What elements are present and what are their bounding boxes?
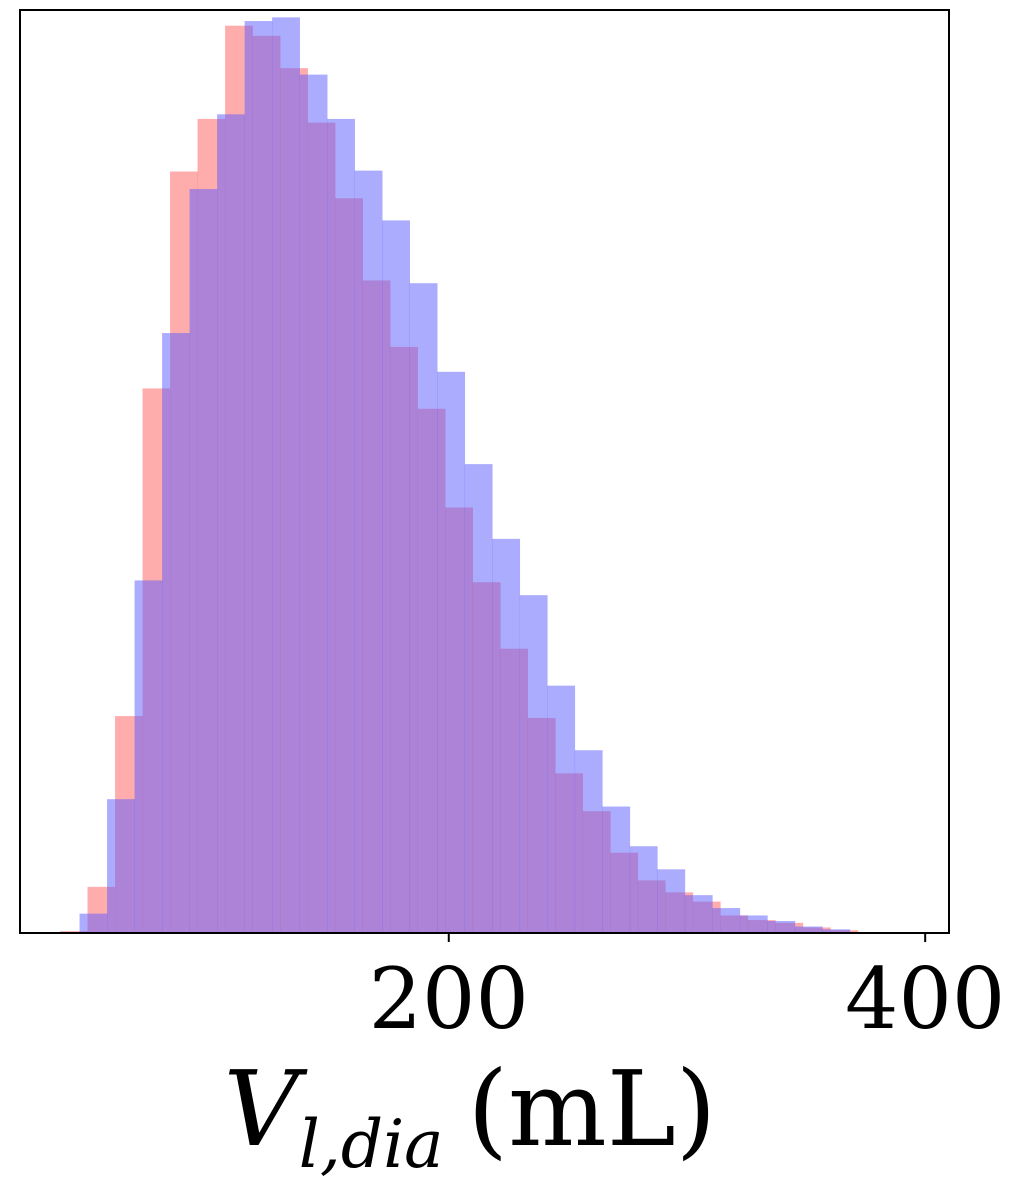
histogram-bar-series-2	[464, 464, 493, 933]
histogram-bar-series-2	[657, 869, 686, 933]
histogram-bar-series-2	[409, 283, 438, 933]
x-tick-label: 400	[845, 950, 1005, 1048]
x-axis-label: Vl,dia (mL)	[224, 1048, 717, 1183]
histogram-bar-series-2	[794, 926, 823, 933]
histogram-bar-series-2	[134, 580, 163, 933]
histogram-bar-series-2	[162, 333, 190, 933]
histogram-bar-series-2	[629, 846, 658, 933]
histogram-bar-series-2	[189, 189, 218, 933]
histogram-bar-series-2	[437, 371, 466, 933]
histogram-bar-series-2	[382, 220, 411, 934]
histogram-bar-series-2	[272, 17, 300, 934]
histogram-bar-series-2	[684, 895, 713, 933]
x-axis-ticks: 200 400	[369, 933, 1005, 1048]
plot-frame	[19, 9, 950, 934]
histogram-bar-series-2	[217, 114, 245, 933]
x-axis-label-unit: (mL)	[468, 1048, 717, 1170]
histogram-bar-series-2	[299, 74, 328, 934]
histogram-bar-series-2	[107, 799, 135, 933]
histogram-bar-series-2	[602, 806, 631, 933]
histogram-bar-series-2	[354, 170, 383, 934]
histogram-bar-series-2	[492, 538, 521, 933]
x-axis-label-symbol: V	[224, 1048, 308, 1170]
histogram-bar-series-2	[712, 908, 741, 933]
histogram-bar-series-2	[327, 118, 355, 933]
histogram-bar-series-2	[822, 929, 851, 933]
histogram-bar-series-2	[79, 913, 108, 933]
x-axis-label-subscript: l,dia	[299, 1106, 444, 1183]
histogram-bar-series-2	[244, 21, 273, 934]
histogram-bar-series-2	[547, 685, 576, 933]
histogram-bar-series-2	[519, 595, 548, 933]
x-tick-label: 200	[369, 950, 529, 1048]
histogram-bar-series-2	[767, 921, 796, 933]
histogram-bar-series-2	[574, 750, 603, 933]
histogram-bars	[60, 17, 886, 934]
histogram-bar-series-2	[739, 915, 768, 933]
